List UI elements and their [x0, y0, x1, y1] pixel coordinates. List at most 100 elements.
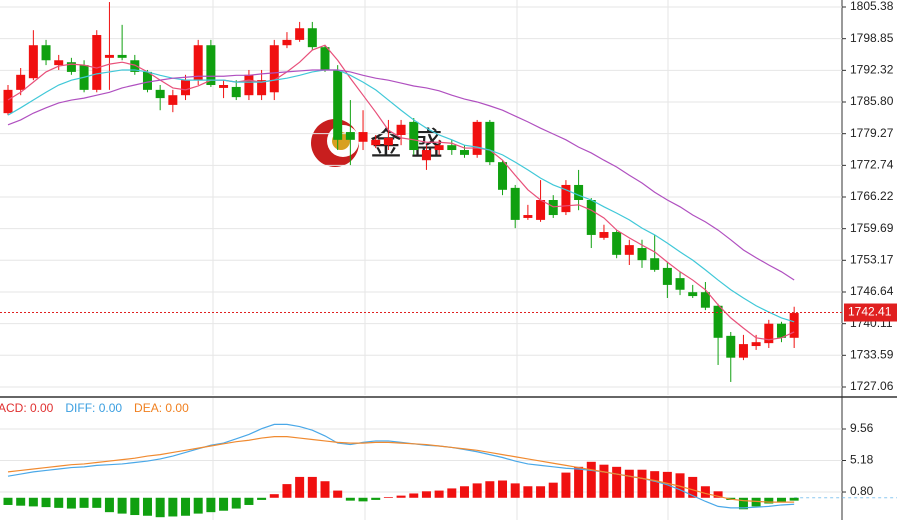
macd-bar	[536, 486, 546, 498]
candle-body	[536, 199, 546, 220]
candle-body	[3, 89, 13, 114]
legend-entry: MACD: 0.00	[0, 401, 54, 415]
indicator-line	[7, 69, 795, 323]
candle-body	[459, 150, 469, 155]
y-tick-label: 0.80	[850, 484, 874, 498]
macd-bar	[637, 469, 647, 498]
macd-bar	[79, 497, 89, 508]
candle-body	[142, 71, 152, 90]
candle-body	[751, 342, 761, 347]
candle-body	[244, 74, 254, 96]
candle-body	[764, 323, 774, 344]
y-tick-label: 1779.27	[850, 126, 894, 140]
candle-body	[789, 313, 799, 338]
candle-body	[700, 292, 710, 308]
candle-body	[295, 28, 305, 40]
candle-body	[624, 245, 634, 255]
macd-bar	[104, 497, 114, 513]
candle-body	[434, 145, 444, 151]
macd-bar	[650, 471, 660, 498]
macd-bar	[409, 493, 419, 498]
macd-bar	[383, 497, 393, 498]
candle-body	[776, 323, 786, 338]
candle-body	[28, 45, 38, 79]
macd-bar	[282, 484, 292, 498]
candle-body	[92, 35, 102, 90]
macd-bar	[181, 497, 191, 516]
candle-body	[16, 74, 26, 90]
candle-body	[599, 232, 609, 238]
y-tick-label: 1798.85	[850, 31, 894, 45]
candle-body	[421, 150, 431, 161]
candle-body	[637, 248, 647, 261]
legend-entry: DEA: 0.00	[134, 401, 189, 415]
macd-bar	[776, 497, 786, 503]
candle-body	[650, 258, 660, 270]
macd-bar	[155, 497, 165, 518]
candle-body	[155, 89, 165, 99]
macd-bar	[345, 497, 355, 501]
macd-bar	[117, 497, 127, 514]
macd-bar	[396, 495, 406, 498]
macd-bar	[447, 488, 457, 498]
candle-body	[447, 145, 457, 151]
macd-bar	[561, 472, 571, 498]
macd-bar	[142, 497, 152, 516]
macd-bar	[16, 497, 26, 506]
macd-bar	[257, 497, 267, 500]
macd-bar	[485, 481, 495, 498]
candle-body	[498, 162, 508, 190]
candle-body	[117, 54, 127, 58]
indicator-line	[7, 44, 795, 341]
macd-bar	[206, 497, 216, 513]
macd-bar	[498, 480, 508, 498]
candle-body	[41, 45, 51, 61]
macd-bar	[700, 486, 710, 498]
macd-bar	[54, 497, 64, 508]
macd-bar	[612, 466, 622, 498]
macd-bar	[168, 497, 178, 517]
candle-body	[257, 80, 267, 96]
y-tick-label: 1772.74	[850, 158, 894, 172]
y-tick-label: 1805.38	[850, 0, 894, 13]
candle-body	[193, 45, 203, 81]
candle-body	[472, 121, 482, 155]
macd-bar	[434, 490, 444, 498]
macd-bar	[92, 497, 102, 508]
macd-bar	[624, 469, 634, 498]
macd-bar	[193, 497, 203, 514]
candle-body	[104, 54, 114, 58]
candle-body	[409, 121, 419, 151]
candle-body	[574, 184, 584, 200]
macd-bar	[307, 476, 317, 498]
y-tick-label: 1753.17	[850, 252, 894, 266]
macd-bar	[523, 486, 533, 498]
macd-bar	[295, 476, 305, 498]
macd-bar	[751, 497, 761, 507]
macd-bar	[459, 486, 469, 498]
macd-bar	[371, 497, 381, 500]
indicator-line	[7, 436, 795, 503]
candle-body	[726, 335, 736, 358]
macd-bar	[738, 497, 748, 510]
macd-bar	[675, 473, 685, 498]
candle-body	[269, 45, 279, 93]
candle-body	[396, 124, 406, 135]
candle-body	[688, 292, 698, 297]
macd-bar	[28, 497, 38, 507]
candle-body	[738, 344, 748, 358]
candle-body	[181, 80, 191, 96]
macd-bar	[548, 482, 558, 498]
price-label-box	[844, 303, 897, 322]
indicator-line	[7, 423, 795, 509]
candle-body	[510, 187, 520, 220]
candle-body	[168, 95, 178, 105]
candle-body	[345, 132, 355, 140]
y-tick-label: 1733.59	[850, 347, 894, 361]
candle-body	[612, 232, 622, 255]
macd-bar	[219, 497, 229, 511]
macd-bar	[130, 497, 140, 516]
macd-bar	[66, 497, 76, 509]
macd-bar	[333, 490, 343, 498]
